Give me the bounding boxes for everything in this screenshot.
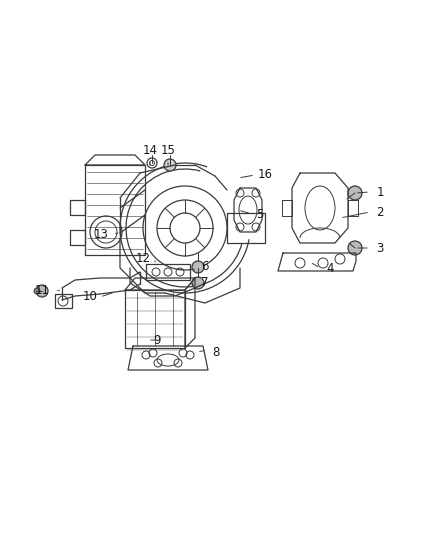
Text: 13: 13 xyxy=(94,228,109,240)
Text: 16: 16 xyxy=(258,168,272,182)
Text: 10: 10 xyxy=(82,290,97,303)
Text: 12: 12 xyxy=(135,252,151,264)
Circle shape xyxy=(348,241,362,255)
Circle shape xyxy=(192,261,204,273)
Text: 7: 7 xyxy=(201,277,209,289)
Circle shape xyxy=(348,186,362,200)
Text: 14: 14 xyxy=(142,143,158,157)
Text: 4: 4 xyxy=(326,262,334,274)
Circle shape xyxy=(192,277,204,289)
Text: 2: 2 xyxy=(376,206,384,219)
Text: 3: 3 xyxy=(376,241,384,254)
Text: 5: 5 xyxy=(256,207,264,221)
Text: 1: 1 xyxy=(376,185,384,198)
Circle shape xyxy=(34,288,40,294)
Text: 15: 15 xyxy=(161,143,176,157)
Text: 9: 9 xyxy=(153,334,161,346)
Circle shape xyxy=(164,159,176,171)
Circle shape xyxy=(36,285,48,297)
Text: 11: 11 xyxy=(35,284,49,296)
Text: 6: 6 xyxy=(201,261,209,273)
Text: 8: 8 xyxy=(212,345,220,359)
